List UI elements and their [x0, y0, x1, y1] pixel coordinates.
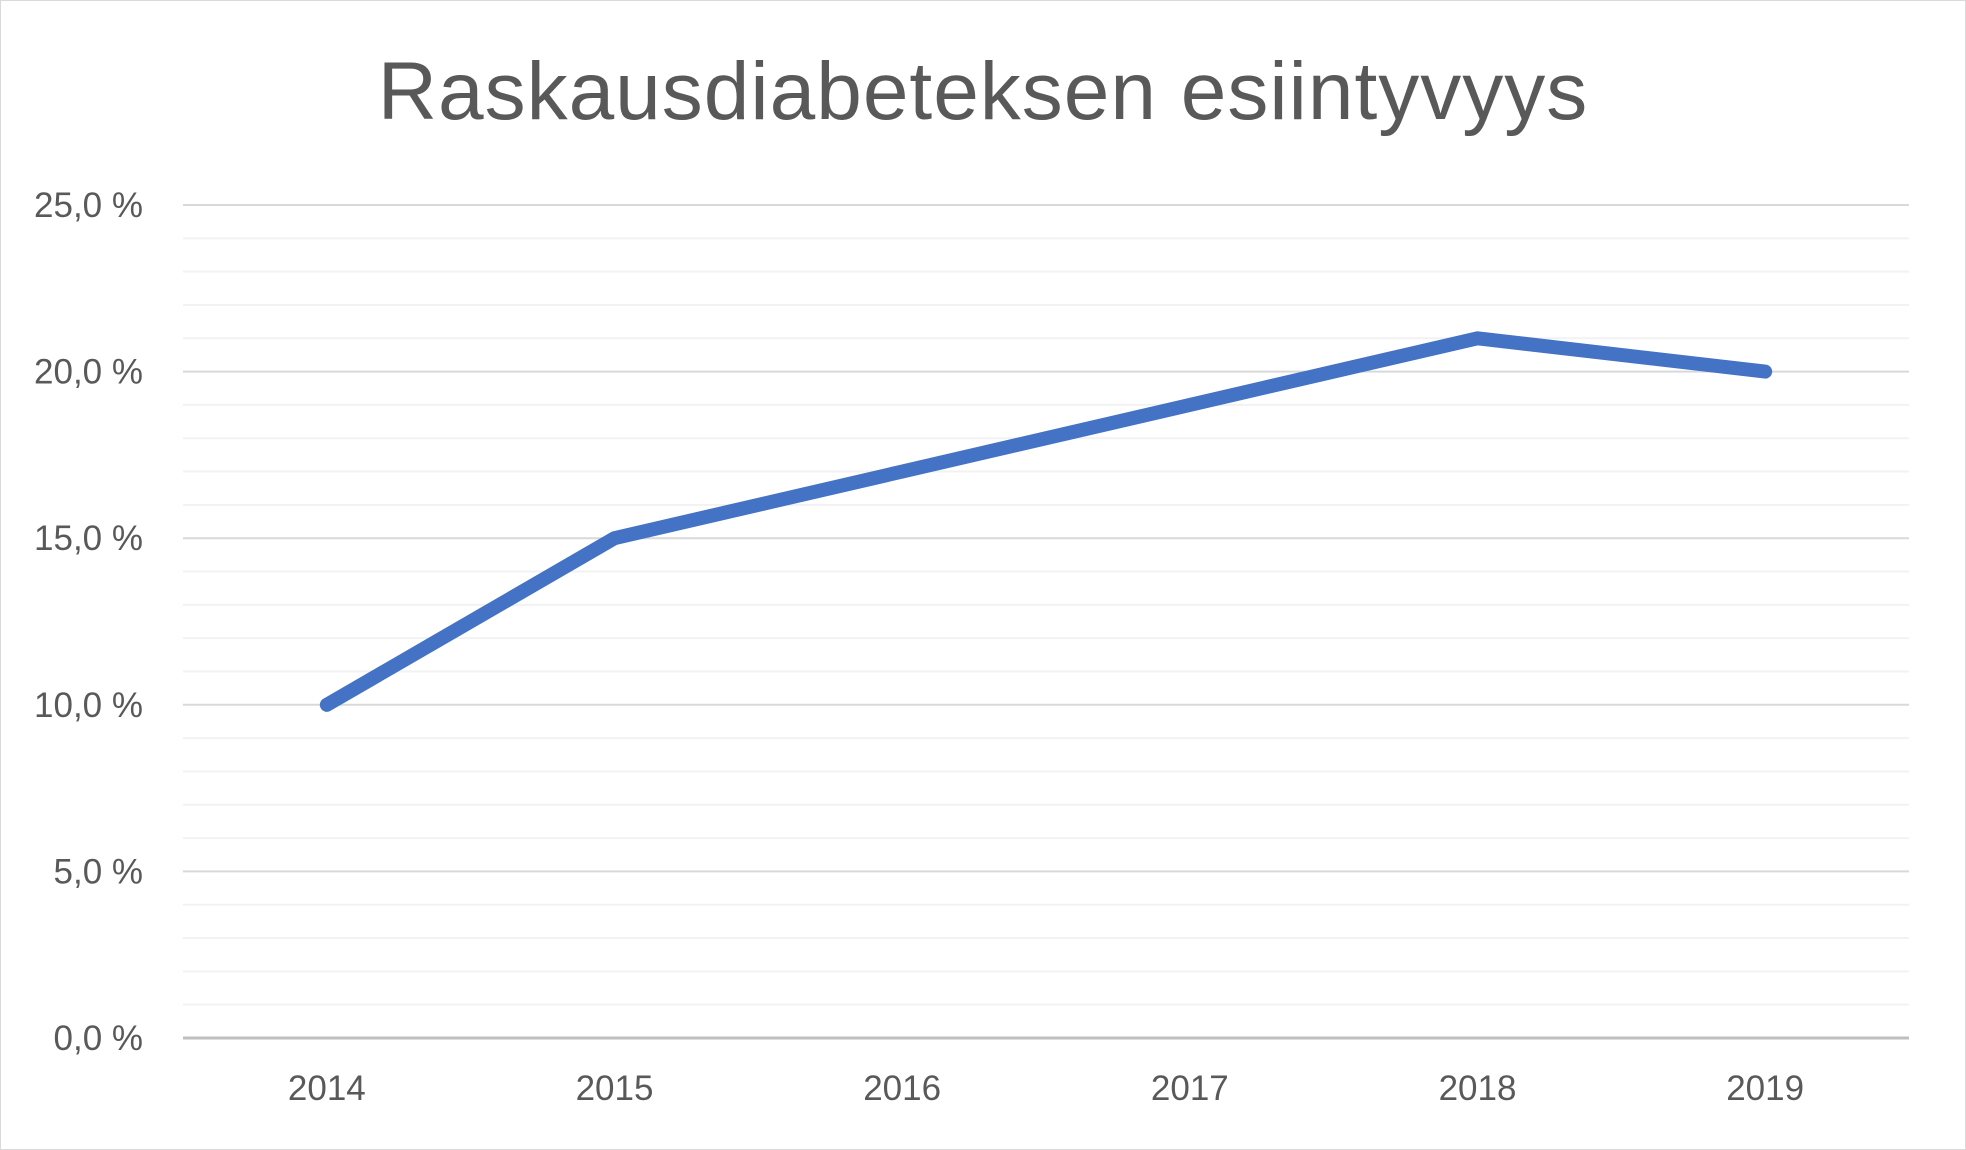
x-tick-label: 2018 [1439, 1069, 1517, 1108]
y-tick-label: 0,0 % [54, 1019, 144, 1058]
y-tick-label: 25,0 % [34, 186, 143, 225]
x-tick-label: 2016 [863, 1069, 941, 1108]
y-tick-label: 15,0 % [34, 519, 143, 558]
series-line [319, 331, 1773, 712]
x-tick-label: 2017 [1151, 1069, 1229, 1108]
chart-title: Raskausdiabeteksen esiintyvyys [377, 46, 1589, 137]
y-tick-label: 20,0 % [34, 353, 143, 392]
x-tick-label: 2019 [1726, 1069, 1804, 1108]
y-tick-label: 5,0 % [54, 852, 144, 891]
x-tick-label: 2014 [288, 1069, 366, 1108]
x-tick-label: 2015 [576, 1069, 654, 1108]
y-tick-label: 10,0 % [34, 686, 143, 725]
